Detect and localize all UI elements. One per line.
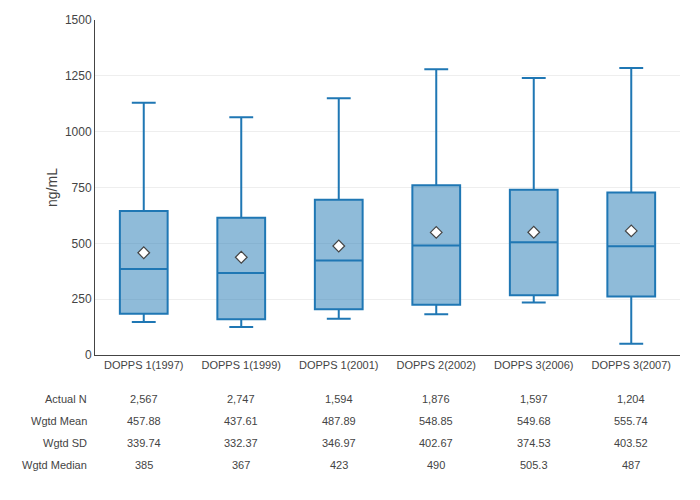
svg-text:385: 385 [135,459,153,471]
svg-text:2,747: 2,747 [227,393,255,405]
svg-text:555.74: 555.74 [614,415,648,427]
svg-text:1,597: 1,597 [520,393,548,405]
svg-text:1,204: 1,204 [617,393,645,405]
svg-text:0: 0 [85,348,92,362]
svg-text:2,567: 2,567 [130,393,158,405]
svg-text:505.3: 505.3 [520,459,548,471]
svg-text:437.61: 437.61 [224,415,258,427]
svg-text:ng/mL: ng/mL [44,168,60,207]
svg-text:DOPPS 1(1997): DOPPS 1(1997) [104,359,183,371]
svg-text:332.37: 332.37 [224,437,258,449]
svg-text:Wgtd Mean: Wgtd Mean [31,415,87,427]
svg-text:Wgtd Median: Wgtd Median [22,459,87,471]
svg-text:250: 250 [72,292,92,306]
svg-text:1500: 1500 [65,13,92,27]
svg-text:403.52: 403.52 [614,437,648,449]
svg-text:402.67: 402.67 [419,437,453,449]
svg-text:339.74: 339.74 [127,437,161,449]
svg-text:1250: 1250 [65,69,92,83]
svg-text:750: 750 [72,181,92,195]
svg-text:1000: 1000 [65,125,92,139]
svg-text:548.85: 548.85 [419,415,453,427]
svg-text:500: 500 [72,237,92,251]
svg-text:423: 423 [330,459,348,471]
svg-text:487: 487 [622,459,640,471]
svg-text:Actual N: Actual N [45,393,87,405]
svg-text:487.89: 487.89 [322,415,356,427]
svg-text:Wgtd SD: Wgtd SD [43,437,87,449]
svg-text:1,594: 1,594 [325,393,353,405]
svg-text:374.53: 374.53 [517,437,551,449]
svg-text:DOPPS 3(2006): DOPPS 3(2006) [494,359,573,371]
svg-text:1,876: 1,876 [422,393,450,405]
svg-text:346.97: 346.97 [322,437,356,449]
svg-text:367: 367 [232,459,250,471]
svg-text:490: 490 [427,459,445,471]
svg-text:457.88: 457.88 [127,415,161,427]
svg-text:DOPPS 3(2007): DOPPS 3(2007) [592,359,671,371]
svg-text:DOPPS 2(2002): DOPPS 2(2002) [397,359,476,371]
svg-text:DOPPS 1(1999): DOPPS 1(1999) [202,359,281,371]
svg-text:DOPPS 1(2001): DOPPS 1(2001) [299,359,378,371]
svg-text:549.68: 549.68 [517,415,551,427]
